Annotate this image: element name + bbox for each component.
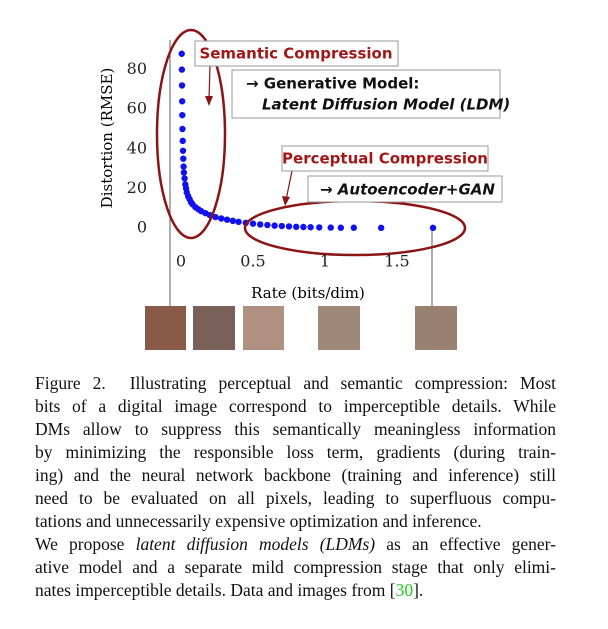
y-axis-label: Distortion (RMSE) [98, 68, 116, 209]
annotation: Perceptual Compression [282, 150, 488, 168]
data-point [278, 222, 285, 230]
caption-text: ]. [413, 580, 424, 600]
caption-line: DMs allow to suppress this semantically … [35, 418, 556, 441]
y-tick-label: 0 [137, 218, 147, 237]
data-point [179, 137, 186, 145]
caption-line: need to be evaluated on all pixels, lead… [35, 487, 556, 510]
caption-text: as an effective gener- [375, 534, 556, 554]
caption-text: 30 [395, 580, 414, 600]
data-point [229, 217, 237, 225]
data-point [179, 147, 187, 154]
annotation-box [307, 175, 503, 203]
data-point [285, 223, 293, 230]
x-tick-label: 1 [320, 252, 330, 271]
face-image [318, 306, 360, 350]
semantic-ellipse [155, 28, 227, 240]
data-point [337, 224, 345, 231]
arrow [285, 170, 293, 201]
data-point [271, 222, 278, 229]
caption-text: nates imperceptible details. Data and im… [35, 580, 396, 600]
data-point [327, 224, 334, 231]
data-point [180, 163, 187, 170]
data-point [307, 224, 314, 231]
data-point [316, 224, 323, 231]
data-point [257, 221, 264, 228]
data-point [178, 50, 185, 57]
data-point [249, 220, 257, 227]
data-point [212, 213, 219, 221]
y-tick-label: 40 [127, 138, 147, 157]
data-point [178, 82, 186, 89]
data-point [179, 111, 186, 119]
caption-text: Figure 2. Illustrating perceptual and se… [35, 373, 556, 393]
annotation: → Generative Model: [246, 75, 419, 93]
caption-text: need to be evaluated on all pixels, lead… [35, 488, 556, 508]
arrow-head [282, 196, 290, 206]
caption-text: ative model and a separate mild compress… [35, 557, 556, 577]
caption-line: Figure 2. Illustrating perceptual and se… [35, 372, 556, 395]
data-point [178, 66, 186, 73]
face-image [415, 306, 457, 350]
caption-text: latent diffusion models (LDMs) [135, 534, 376, 554]
data-point [223, 216, 231, 223]
face-image [243, 306, 284, 350]
caption-text: We propose [35, 534, 136, 554]
data-point [180, 155, 187, 162]
x-axis-label: Rate (bits/dim) [251, 284, 365, 302]
data-point [350, 224, 357, 231]
caption-line: by minimizing the responsible loss term,… [35, 441, 556, 464]
caption-text: ing) and the neural network backbone (tr… [35, 465, 556, 485]
caption-text: bits of a digital image correspond to im… [35, 396, 556, 416]
data-point [180, 169, 188, 176]
annotation: → Autoencoder+GAN [320, 181, 495, 199]
data-point [264, 221, 271, 229]
data-point [377, 224, 385, 232]
data-point [218, 215, 225, 222]
y-tick-label: 60 [127, 99, 147, 118]
annotation: Latent Diffusion Model (LDM) [262, 96, 510, 114]
annotation-box [281, 145, 489, 172]
annotation-box [194, 40, 399, 67]
y-tick-label: 20 [127, 178, 147, 197]
caption-text: tations and unnecessarily expensive opti… [35, 511, 482, 531]
caption-line: nates imperceptible details. Data and im… [35, 579, 556, 602]
x-tick-label: 0 [176, 252, 186, 271]
plot-area [178, 50, 437, 232]
data-point [179, 125, 186, 133]
y-tick-label: 80 [127, 59, 147, 78]
caption-line: tations and unnecessarily expensive opti… [35, 510, 556, 533]
data-point [235, 218, 242, 226]
arrow [208, 65, 211, 101]
caption-line: bits of a digital image correspond to im… [35, 395, 556, 418]
data-point [293, 223, 300, 231]
arrow-head [205, 96, 213, 106]
chart: Distortion (RMSE) Rate (bits/dim) 0 20 40 6… [98, 28, 510, 350]
caption-line: ing) and the neural network backbone (tr… [35, 464, 556, 487]
figure-caption: Figure 2. Illustrating perceptual and se… [35, 372, 556, 602]
face-image [145, 306, 186, 350]
caption-text: by minimizing the responsible loss term,… [35, 442, 556, 462]
x-tick-label: 0.5 [240, 252, 265, 271]
annotation-box [231, 69, 501, 119]
caption-text: DMs allow to suppress this semantically … [35, 419, 556, 439]
data-point [181, 175, 188, 182]
x-tick-label: 1.5 [384, 252, 409, 271]
face-thumbnails [145, 306, 457, 350]
data-point [300, 223, 307, 231]
data-point [178, 98, 186, 105]
caption-line: ative model and a separate mild compress… [35, 556, 556, 579]
face-image [193, 306, 235, 350]
caption-line: We propose latent diffusion models (LDMs… [35, 533, 556, 556]
annotation: Semantic Compression [199, 45, 392, 63]
data-point [429, 224, 437, 232]
